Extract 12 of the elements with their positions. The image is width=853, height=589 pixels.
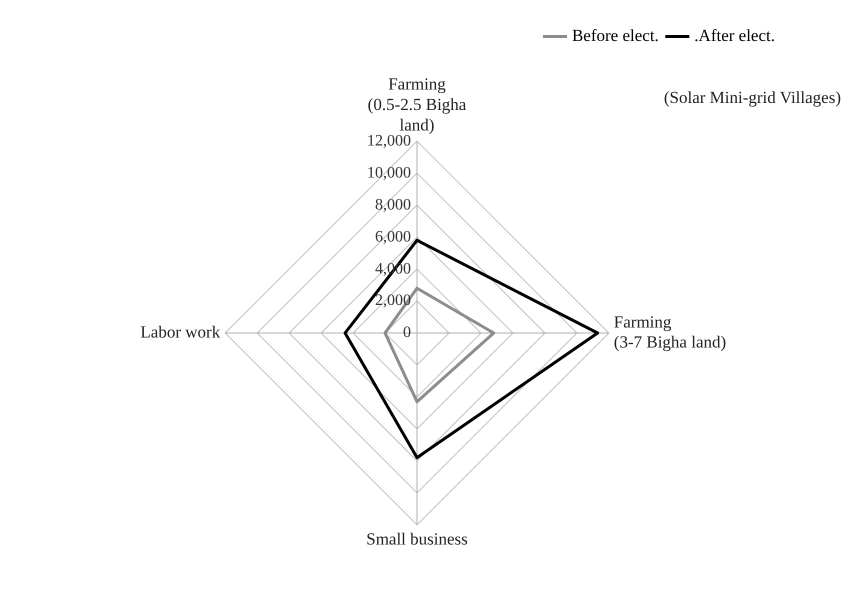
spoke-label: Farming (0.5-2.5 Bigha land) [368,74,467,134]
spoke-label: Small business [366,529,468,548]
y-tick-label: 10,000 [367,164,411,182]
y-tick-label: 12,000 [367,132,411,150]
legend-label: .After elect. [694,26,776,45]
legend-label: Before elect. [572,26,659,45]
y-tick-label: 6,000 [375,228,411,246]
y-tick-label: 8,000 [375,196,411,214]
y-tick-label: 0 [403,324,411,342]
spoke-label: Labor work [140,322,221,342]
spoke-label: Farming (3-7 Bigha land) [614,312,726,352]
text: (Solar Mini-grid Villages) [664,88,841,108]
